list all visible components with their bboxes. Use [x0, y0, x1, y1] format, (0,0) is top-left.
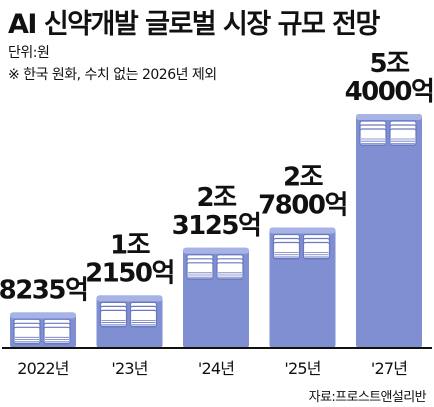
unit-label: 단위:원 — [8, 45, 50, 61]
money-stack-icon — [216, 254, 244, 280]
bar-value-label: 1조 — [110, 230, 151, 260]
x-tick-label: '24년 — [198, 359, 234, 378]
bar-value-label: 7800억 — [258, 191, 347, 221]
bar-2 — [96, 295, 163, 348]
money-stack-icon — [302, 233, 331, 260]
chart-title: AI 신약개발 글로벌 시장 규모 전망 — [8, 9, 380, 40]
bar-value-label: 2조 — [283, 163, 324, 193]
bar-top — [183, 247, 249, 254]
bar-fill — [356, 114, 422, 348]
money-stack-icon — [99, 301, 128, 328]
bar-4 — [269, 227, 336, 348]
bar-value-label: 4000억 — [345, 77, 434, 107]
bar-value-label: 2조 — [196, 183, 237, 213]
bar-top — [269, 227, 336, 234]
bar-1 — [10, 312, 76, 348]
money-stack-icon — [389, 120, 417, 147]
bar-value-label: 2150억 — [85, 258, 174, 288]
money-stack-icon — [272, 233, 301, 260]
x-tick-label: 2022년 — [17, 359, 69, 378]
money-stack-icon — [186, 254, 214, 280]
bar-3 — [183, 247, 249, 348]
money-stack-icon — [129, 301, 158, 328]
bar-value-label: 5조 — [369, 49, 410, 79]
footnote: ※ 한국 원화, 수치 없는 2026년 제외 — [8, 67, 217, 83]
bar-value-label: 3125억 — [172, 211, 261, 241]
bar-top — [96, 295, 163, 302]
x-tick-label: '23년 — [111, 359, 147, 378]
x-tick-labels: 2022년 '23년 '24년 '25년 '27년 — [17, 359, 408, 378]
bar-5 — [356, 114, 422, 348]
money-stack-icon — [359, 120, 387, 147]
source-note: 자료:프로스트앤설리반 — [308, 390, 427, 405]
money-stack-icon — [43, 318, 71, 345]
x-tick-label: '25년 — [284, 359, 320, 378]
money-stack-icon — [13, 318, 41, 345]
bar-top — [10, 312, 76, 319]
x-tick-label: '27년 — [371, 359, 407, 378]
bar-value-label: 8235억 — [0, 275, 87, 305]
bar-top — [356, 114, 422, 120]
